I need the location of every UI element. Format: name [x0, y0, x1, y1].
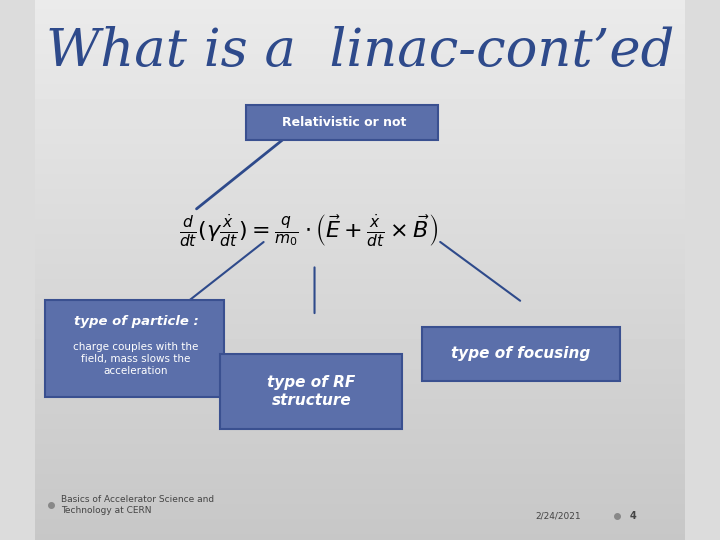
- Text: 4: 4: [629, 511, 636, 521]
- Text: Relativistic or not: Relativistic or not: [282, 116, 406, 129]
- FancyBboxPatch shape: [220, 354, 402, 429]
- FancyBboxPatch shape: [422, 327, 620, 381]
- Text: type of RF
structure: type of RF structure: [267, 375, 356, 408]
- Text: What is a  linac-cont’ed: What is a linac-cont’ed: [46, 26, 674, 77]
- Text: charge couples with the
field, mass slows the
acceleration: charge couples with the field, mass slow…: [73, 342, 199, 376]
- Text: Basics of Accelerator Science and
Technology at CERN: Basics of Accelerator Science and Techno…: [61, 495, 215, 515]
- FancyBboxPatch shape: [45, 300, 224, 397]
- Text: $\frac{d}{dt}(\gamma\frac{\dot{x}}{dt}) = \frac{q}{m_0} \cdot \left( \vec{E} + \: $\frac{d}{dt}(\gamma\frac{\dot{x}}{dt}) …: [179, 212, 438, 247]
- Text: type of particle :: type of particle :: [73, 315, 198, 328]
- Text: 2/24/2021: 2/24/2021: [535, 511, 581, 520]
- FancyBboxPatch shape: [246, 105, 438, 140]
- Text: type of focusing: type of focusing: [451, 346, 590, 361]
